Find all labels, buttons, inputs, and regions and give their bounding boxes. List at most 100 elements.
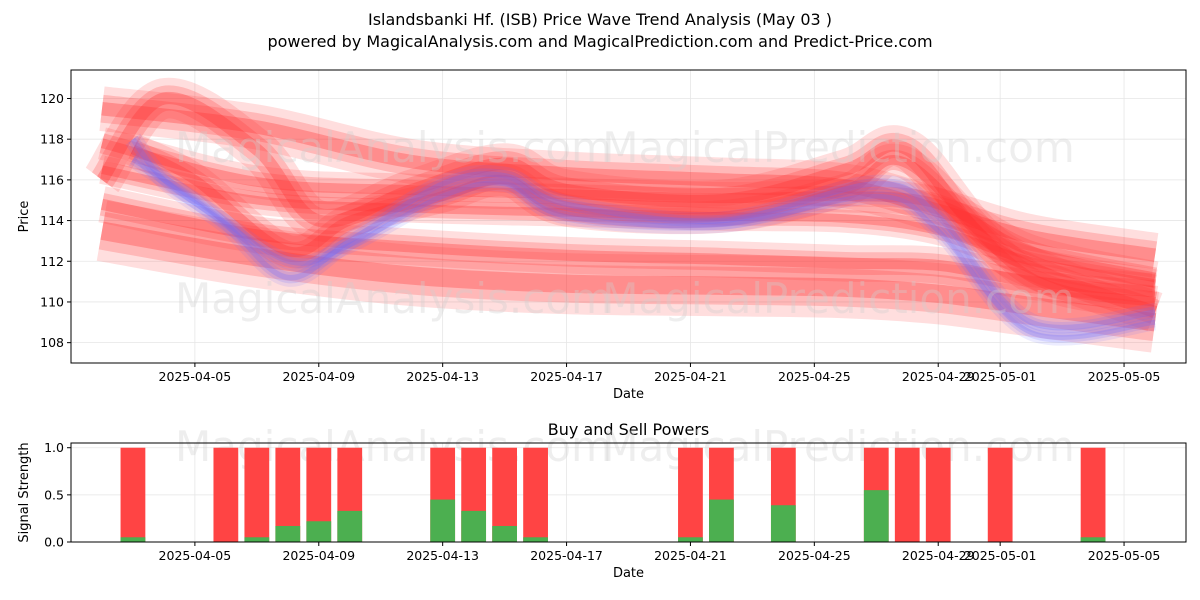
wave-band-layer bbox=[100, 221, 1157, 332]
signal-ylabel: Signal Strength bbox=[17, 442, 32, 542]
buy-power-bar bbox=[709, 499, 734, 542]
price-xtick-label: 2025-04-09 bbox=[282, 369, 355, 384]
price-ytick-label: 110 bbox=[40, 294, 64, 309]
buy-power-bar bbox=[430, 499, 456, 542]
wave-band-layer bbox=[125, 133, 1157, 337]
price-xlabel: Date bbox=[613, 387, 644, 402]
wave-band-layer bbox=[130, 155, 1156, 343]
sell-power-bar bbox=[120, 447, 146, 542]
buy-power-bar bbox=[306, 521, 332, 542]
chart-subtitle: powered by MagicalAnalysis.com and Magic… bbox=[267, 32, 932, 51]
wave-band-blue bbox=[125, 133, 1157, 337]
signal-xtick-label: 2025-04-05 bbox=[159, 548, 232, 563]
price-bands bbox=[85, 77, 1163, 353]
sell-power-bar bbox=[678, 447, 703, 542]
price-watermark: MagicalAnalysis.com bbox=[175, 274, 612, 323]
wave-band-layer bbox=[96, 200, 1159, 353]
sell-power-bar bbox=[894, 447, 920, 542]
price-ytick-label: 120 bbox=[40, 91, 64, 106]
wave-band-red bbox=[98, 186, 1157, 311]
buy-power-bar bbox=[863, 490, 889, 542]
price-watermark: MagicalPrediction.com bbox=[602, 274, 1075, 323]
wave-band-layer bbox=[85, 77, 1163, 332]
wave-band-layer bbox=[100, 138, 1157, 283]
price-ytick-label: 114 bbox=[40, 213, 64, 228]
buy-power-bar bbox=[1080, 537, 1106, 542]
signal-ytick-label: 0.0 bbox=[44, 535, 64, 550]
price-xtick-label: 2025-05-05 bbox=[1088, 369, 1161, 384]
buy-power-bar bbox=[244, 537, 270, 542]
price-xtick-label: 2025-04-29 bbox=[902, 369, 975, 384]
wave-band-layer bbox=[128, 135, 1156, 334]
wave-band-red bbox=[125, 134, 1159, 319]
wave-band-layer bbox=[99, 86, 1159, 278]
signal-xtick-label: 2025-04-09 bbox=[282, 548, 355, 563]
sell-power-bar bbox=[925, 447, 951, 542]
signal-xlabel: Date bbox=[613, 566, 644, 581]
price-frame bbox=[70, 69, 1187, 364]
wave-band-layer bbox=[100, 94, 1158, 269]
wave-band-layer bbox=[101, 102, 1156, 262]
wave-band-red bbox=[97, 127, 1159, 294]
wave-band-layer bbox=[130, 137, 1156, 331]
signal-chart: Buy and Sell PowersMagicalAnalysis.comMa… bbox=[17, 420, 1187, 581]
wave-band-layer bbox=[131, 157, 1156, 340]
signal-xtick-label: 2025-04-21 bbox=[654, 548, 727, 563]
buy-power-bar bbox=[492, 525, 517, 542]
wave-band-layer bbox=[98, 212, 1158, 342]
price-ytick-label: 118 bbox=[40, 132, 64, 147]
wave-band-layer bbox=[97, 127, 1159, 294]
wave-band-layer bbox=[130, 144, 1156, 307]
wave-band-red bbox=[85, 77, 1163, 332]
price-watermark: MagicalPrediction.com bbox=[602, 123, 1075, 172]
wave-band-layer bbox=[99, 133, 1158, 288]
signal-chart-title: Buy and Sell Powers bbox=[548, 420, 710, 439]
price-xtick-label: 2025-04-21 bbox=[654, 369, 727, 384]
wave-band-layer bbox=[125, 134, 1159, 319]
wave-band-layer bbox=[128, 152, 1157, 346]
chart-title: Islandsbanki Hf. (ISB) Price Wave Trend … bbox=[368, 10, 832, 29]
buy-power-bar bbox=[120, 537, 146, 542]
price-ylabel: Price bbox=[17, 201, 32, 233]
price-xtick-label: 2025-04-25 bbox=[778, 369, 851, 384]
price-chart: MagicalAnalysis.comMagicalPrediction.com… bbox=[17, 69, 1187, 402]
sell-power-bar bbox=[213, 447, 239, 542]
wave-band-blue bbox=[128, 152, 1157, 346]
signal-xtick-label: 2025-05-05 bbox=[1088, 548, 1161, 563]
price-xtick-label: 2025-04-17 bbox=[530, 369, 603, 384]
wave-band-layer bbox=[99, 193, 1156, 304]
signal-xtick-label: 2025-04-13 bbox=[406, 548, 479, 563]
buy-power-bar bbox=[678, 537, 703, 542]
wave-band-layer bbox=[100, 161, 1157, 293]
buy-power-bar bbox=[275, 525, 301, 542]
price-xtick-label: 2025-04-13 bbox=[406, 369, 479, 384]
wave-band-layer bbox=[98, 186, 1157, 311]
wave-band-red bbox=[96, 200, 1159, 353]
wave-band-red bbox=[99, 155, 1158, 298]
signal-frame bbox=[70, 442, 1187, 543]
wave-band-layer bbox=[96, 91, 1158, 318]
sell-power-bar bbox=[987, 447, 1013, 542]
price-ytick-label: 116 bbox=[40, 172, 64, 187]
buy-power-bar bbox=[523, 537, 548, 542]
wave-band-red bbox=[99, 86, 1159, 278]
sell-power-bar bbox=[244, 447, 270, 542]
buy-power-bar bbox=[337, 510, 363, 542]
signal-xtick-label: 2025-04-29 bbox=[902, 548, 975, 563]
wave-band-layer bbox=[99, 155, 1158, 298]
sell-power-bar bbox=[523, 447, 548, 542]
price-xtick-label: 2025-04-05 bbox=[159, 369, 232, 384]
wave-band-layer bbox=[91, 85, 1160, 324]
signal-ytick-label: 0.5 bbox=[44, 487, 64, 502]
price-ytick-label: 108 bbox=[40, 335, 64, 350]
signal-xtick-label: 2025-04-17 bbox=[530, 548, 603, 563]
price-xtick-label: 2025-05-01 bbox=[964, 369, 1037, 384]
buy-power-bar bbox=[461, 510, 487, 542]
signal-xtick-label: 2025-05-01 bbox=[964, 548, 1037, 563]
buy-power-bar bbox=[770, 505, 796, 542]
sell-power-bar bbox=[1080, 447, 1106, 542]
wave-band-layer bbox=[128, 140, 1157, 312]
signal-ytick-label: 1.0 bbox=[44, 440, 64, 455]
